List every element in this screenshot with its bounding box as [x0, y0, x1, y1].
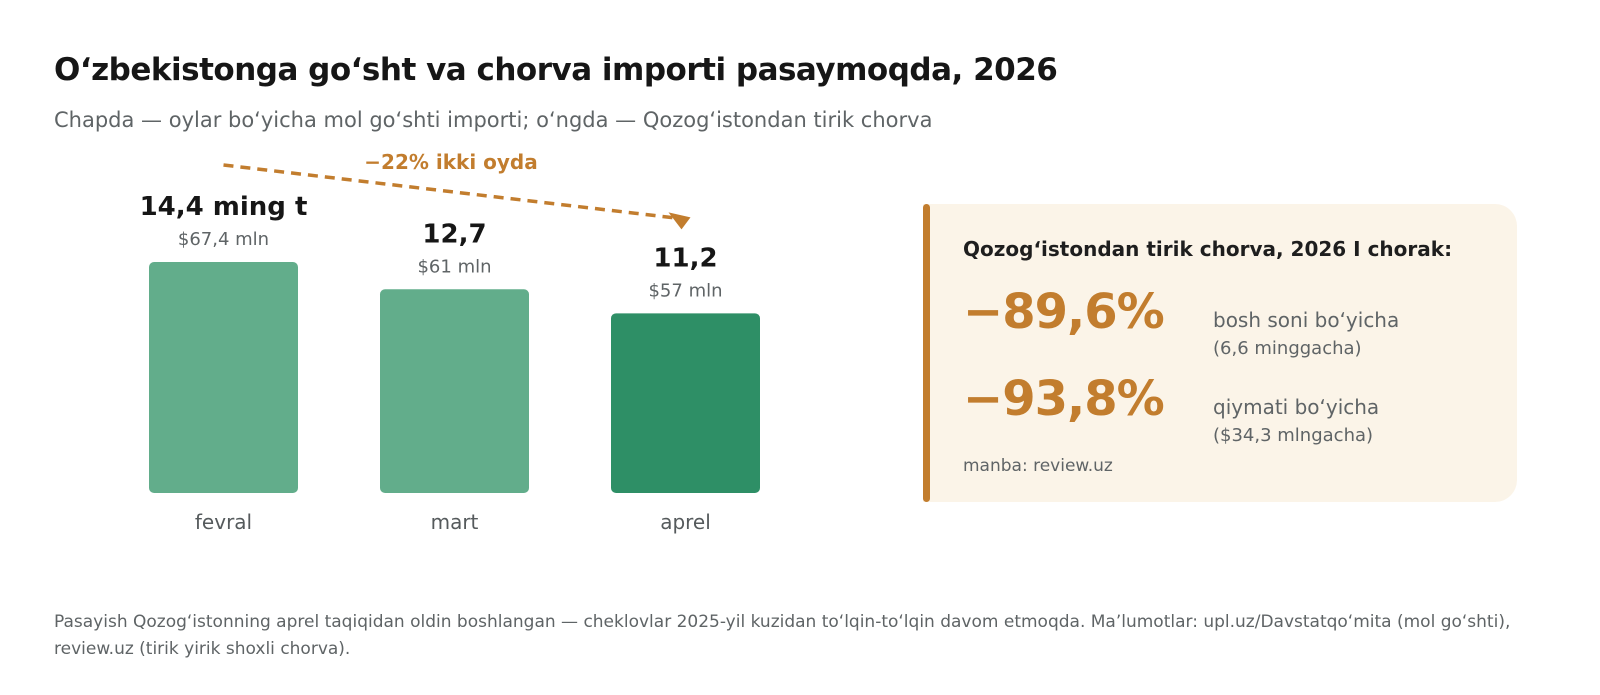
- chart-subtitle: Chapda — oylar boʻyicha mol goʻshti impo…: [54, 108, 933, 132]
- trend-arrow-line: [223, 163, 679, 221]
- stat-value-note: ($34,3 mlngacha): [1213, 425, 1374, 446]
- stat-head-count-note: (6,6 minggacha): [1213, 338, 1362, 359]
- trend-annotation: −22% ikki oyda: [364, 150, 537, 174]
- stat-head-count-label: bosh soni boʻyicha: [1213, 308, 1400, 332]
- bar-sub-label: $57 mln: [648, 280, 722, 301]
- bar-fevral: [149, 262, 298, 493]
- stat-head-count-value: −89,6%: [963, 284, 1165, 340]
- category-label: fevral: [195, 510, 252, 534]
- chart-title: Oʻzbekistonga goʻsht va chorva importi p…: [54, 52, 1058, 88]
- bar-value-label: 12,7: [422, 219, 486, 249]
- stat-value-value: −93,8%: [963, 371, 1165, 427]
- footnote: Pasayish Qozogʻistonning aprel taqiqidan…: [54, 612, 1511, 659]
- panel-title: Qozogʻistondan tirik chorva, 2026 I chor…: [963, 237, 1453, 261]
- stat-value-label: qiymati boʻyicha: [1213, 395, 1380, 419]
- livestock-stats-panel: Qozogʻistondan tirik chorva, 2026 I chor…: [923, 204, 1517, 502]
- panel-accent-bar: [923, 204, 930, 502]
- bar-chart: 14,4 ming t $67,4 mln fevral 12,7 $61 mln mar…: [140, 150, 760, 534]
- bar-value-label: 11,2: [653, 243, 717, 273]
- bar-mart: [380, 289, 529, 493]
- bar-sub-label: $61 mln: [417, 256, 491, 277]
- bar-value-label: 14,4 ming t: [140, 192, 308, 222]
- bar-sub-label: $67,4 mln: [178, 229, 269, 250]
- panel-source: manba: review.uz: [963, 456, 1113, 476]
- category-label: mart: [431, 510, 479, 534]
- trend-arrow-head: [668, 212, 691, 230]
- bar-aprel: [611, 313, 760, 493]
- category-label: aprel: [660, 510, 711, 534]
